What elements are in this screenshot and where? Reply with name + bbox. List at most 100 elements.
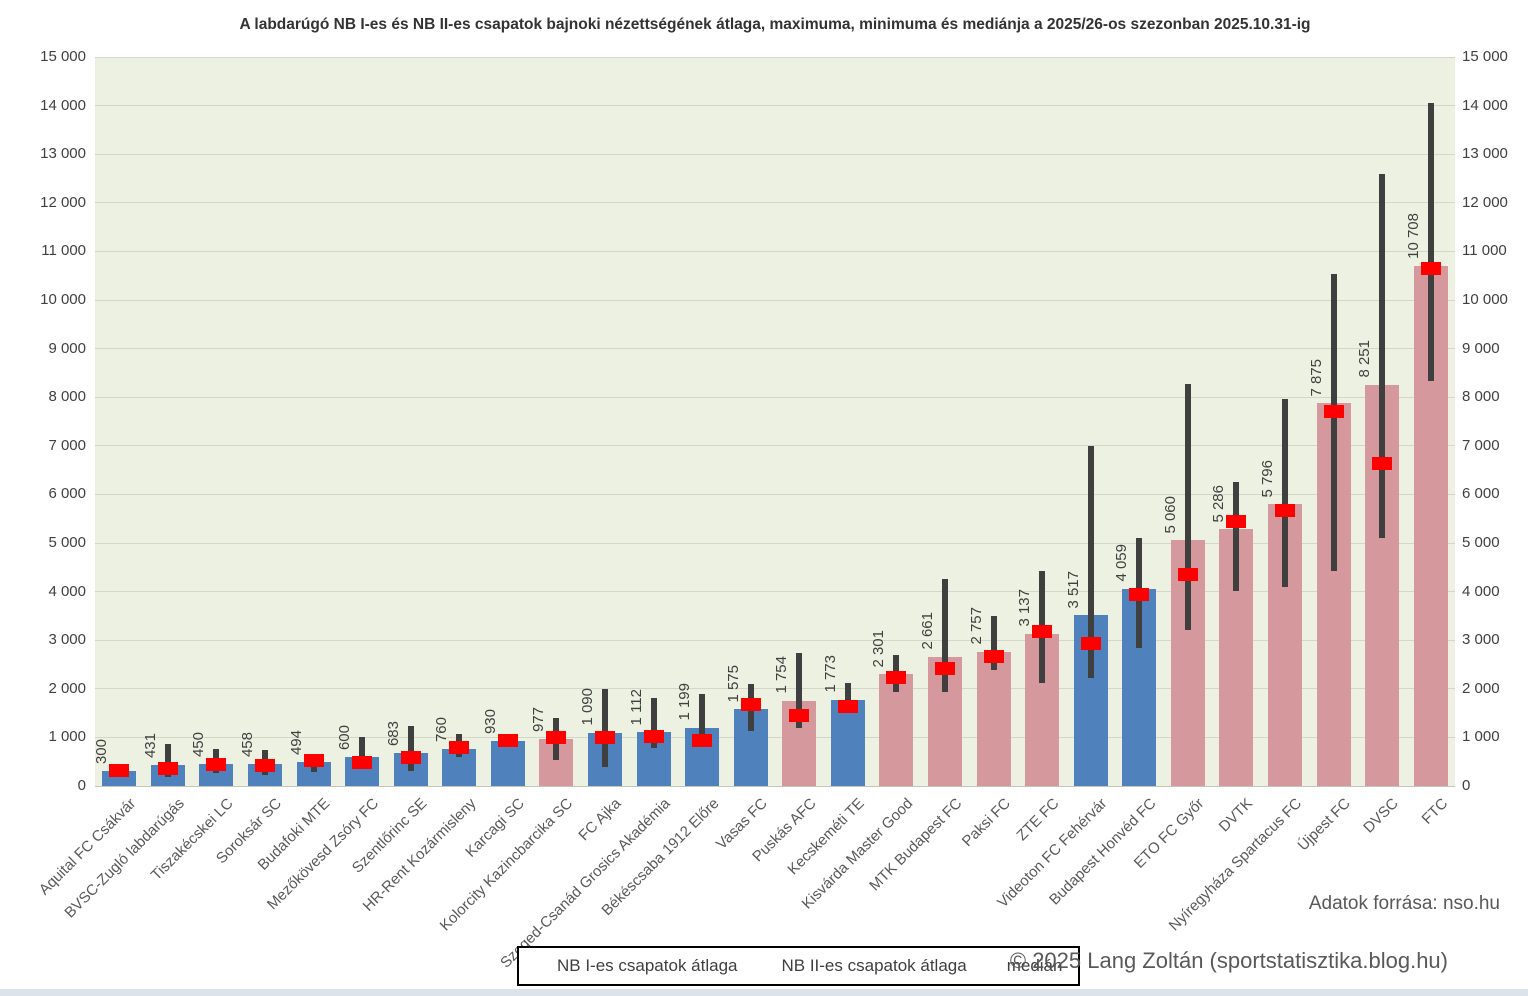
bar-value-label: 3 137	[1016, 589, 1034, 627]
bar-value-label: 431	[141, 733, 159, 759]
y-tick-label-right: 13 000	[1462, 145, 1508, 163]
x-axis-label: Újpest FC	[1294, 795, 1354, 855]
x-axis-label: Paksi FC	[958, 795, 1014, 851]
bar-value-label: 458	[239, 731, 256, 757]
bar-value-label: 1 773	[821, 655, 839, 693]
median-marker	[546, 730, 567, 744]
median-marker	[789, 709, 810, 723]
gridline	[95, 688, 1455, 690]
error-bar	[844, 683, 851, 711]
bar-nb1	[879, 674, 914, 786]
bar-value-label: 8 251	[1356, 340, 1374, 379]
y-tick-label-left: 0	[77, 777, 86, 794]
median-marker	[740, 698, 761, 712]
median-marker	[206, 758, 227, 772]
bar-nb2	[490, 740, 525, 786]
bar-value-label: 5 796	[1259, 459, 1276, 498]
bar-value-label: 494	[287, 729, 305, 755]
gridline	[95, 542, 1455, 544]
copyright-note: © 2025 Lang Zoltán (sportstatisztika.blo…	[1009, 948, 1448, 973]
bar-value-label: 3 517	[1064, 570, 1082, 609]
y-tick-label-left: 5 000	[48, 534, 86, 551]
error-bar	[699, 693, 706, 747]
median-marker	[1323, 405, 1344, 419]
bar-value-label: 1 112	[627, 688, 645, 725]
error-bar	[796, 652, 803, 729]
bar-value-label: 4 059	[1113, 544, 1131, 582]
y-tick-label-left: 1 000	[48, 728, 86, 746]
y-tick-label-left: 9 000	[48, 339, 86, 357]
median-marker	[1372, 457, 1393, 471]
bar-value-label: 1 575	[724, 664, 742, 703]
median-marker	[352, 755, 373, 769]
y-tick-label-left: 15 000	[40, 48, 86, 65]
error-bar	[602, 688, 608, 768]
bar-value-label: 2 301	[870, 629, 888, 668]
gridline	[95, 299, 1455, 301]
median-marker	[983, 650, 1004, 664]
error-bar	[1282, 399, 1288, 587]
bar-value-label: 7 875	[1307, 358, 1325, 397]
error-bar	[650, 698, 657, 749]
y-tick-label-right: 14 000	[1462, 96, 1508, 114]
x-axis-label: DVTK	[1216, 795, 1257, 836]
y-tick-label-right: 6 000	[1462, 485, 1500, 503]
gridline	[95, 639, 1455, 641]
y-tick-label-right: 5 000	[1462, 534, 1500, 551]
median-marker	[255, 759, 275, 773]
error-bar	[359, 737, 366, 768]
median-marker	[157, 762, 178, 776]
median-marker	[886, 670, 907, 684]
bar-value-label: 2 661	[919, 612, 936, 650]
legend: NB I-es csapatok átlaga NB II-es csapato…	[517, 946, 1081, 986]
x-axis-label: FC Ajka	[575, 795, 626, 845]
y-tick-label-right: 0	[1462, 777, 1471, 794]
y-tick-label-right: 15 000	[1462, 48, 1508, 65]
median-marker	[692, 733, 713, 747]
y-tick-label-right: 2 000	[1462, 679, 1500, 697]
median-marker	[1420, 261, 1441, 275]
y-tick-label-left: 2 000	[48, 679, 86, 697]
x-axis-label: DVSC	[1360, 795, 1403, 837]
gridline	[95, 202, 1455, 204]
y-tick-label-right: 1 000	[1462, 728, 1500, 746]
y-tick-label-left: 10 000	[40, 291, 86, 308]
bar-value-label: 2 757	[967, 607, 985, 646]
bar-nb2	[830, 699, 865, 786]
bar-value-label: 930	[481, 708, 499, 734]
y-tick-label-left: 12 000	[40, 193, 86, 211]
error-bar	[1379, 174, 1386, 538]
bar-value-label: 600	[336, 724, 354, 750]
median-marker	[1275, 504, 1295, 518]
y-tick-label-right: 7 000	[1462, 436, 1500, 454]
error-bar	[1233, 481, 1240, 591]
y-tick-label-right: 9 000	[1462, 339, 1500, 357]
median-marker	[1032, 625, 1053, 639]
bar-value-label: 450	[190, 732, 208, 758]
median-marker	[303, 753, 324, 767]
median-marker	[1129, 587, 1150, 601]
legend-label-median: medián	[1006, 956, 1063, 975]
error-bar	[1330, 273, 1337, 571]
error-bar	[1184, 384, 1191, 631]
median-marker	[400, 751, 421, 765]
y-tick-label-left: 3 000	[48, 631, 86, 649]
gridline	[95, 785, 1455, 787]
gridline	[95, 736, 1455, 738]
y-tick-label-right: 11 000	[1462, 242, 1507, 260]
gridline	[95, 445, 1455, 447]
bar-value-label: 1 754	[773, 656, 791, 694]
legend-item-median: medián	[989, 956, 1063, 976]
bar-value-label: 5 286	[1210, 484, 1228, 523]
bar-value-label: 1 199	[676, 683, 694, 721]
error-bar	[990, 616, 997, 670]
gridline	[95, 250, 1455, 252]
y-tick-label-left: 7 000	[48, 436, 86, 454]
median-marker	[643, 729, 664, 743]
chart-title: A labdarúgó NB I-es és NB II-es csapatok…	[239, 16, 1311, 33]
median-marker	[837, 700, 858, 714]
gridline	[95, 56, 1455, 58]
gridline	[95, 153, 1455, 155]
data-source-note: Adatok forrása: nso.hu	[1308, 893, 1500, 914]
